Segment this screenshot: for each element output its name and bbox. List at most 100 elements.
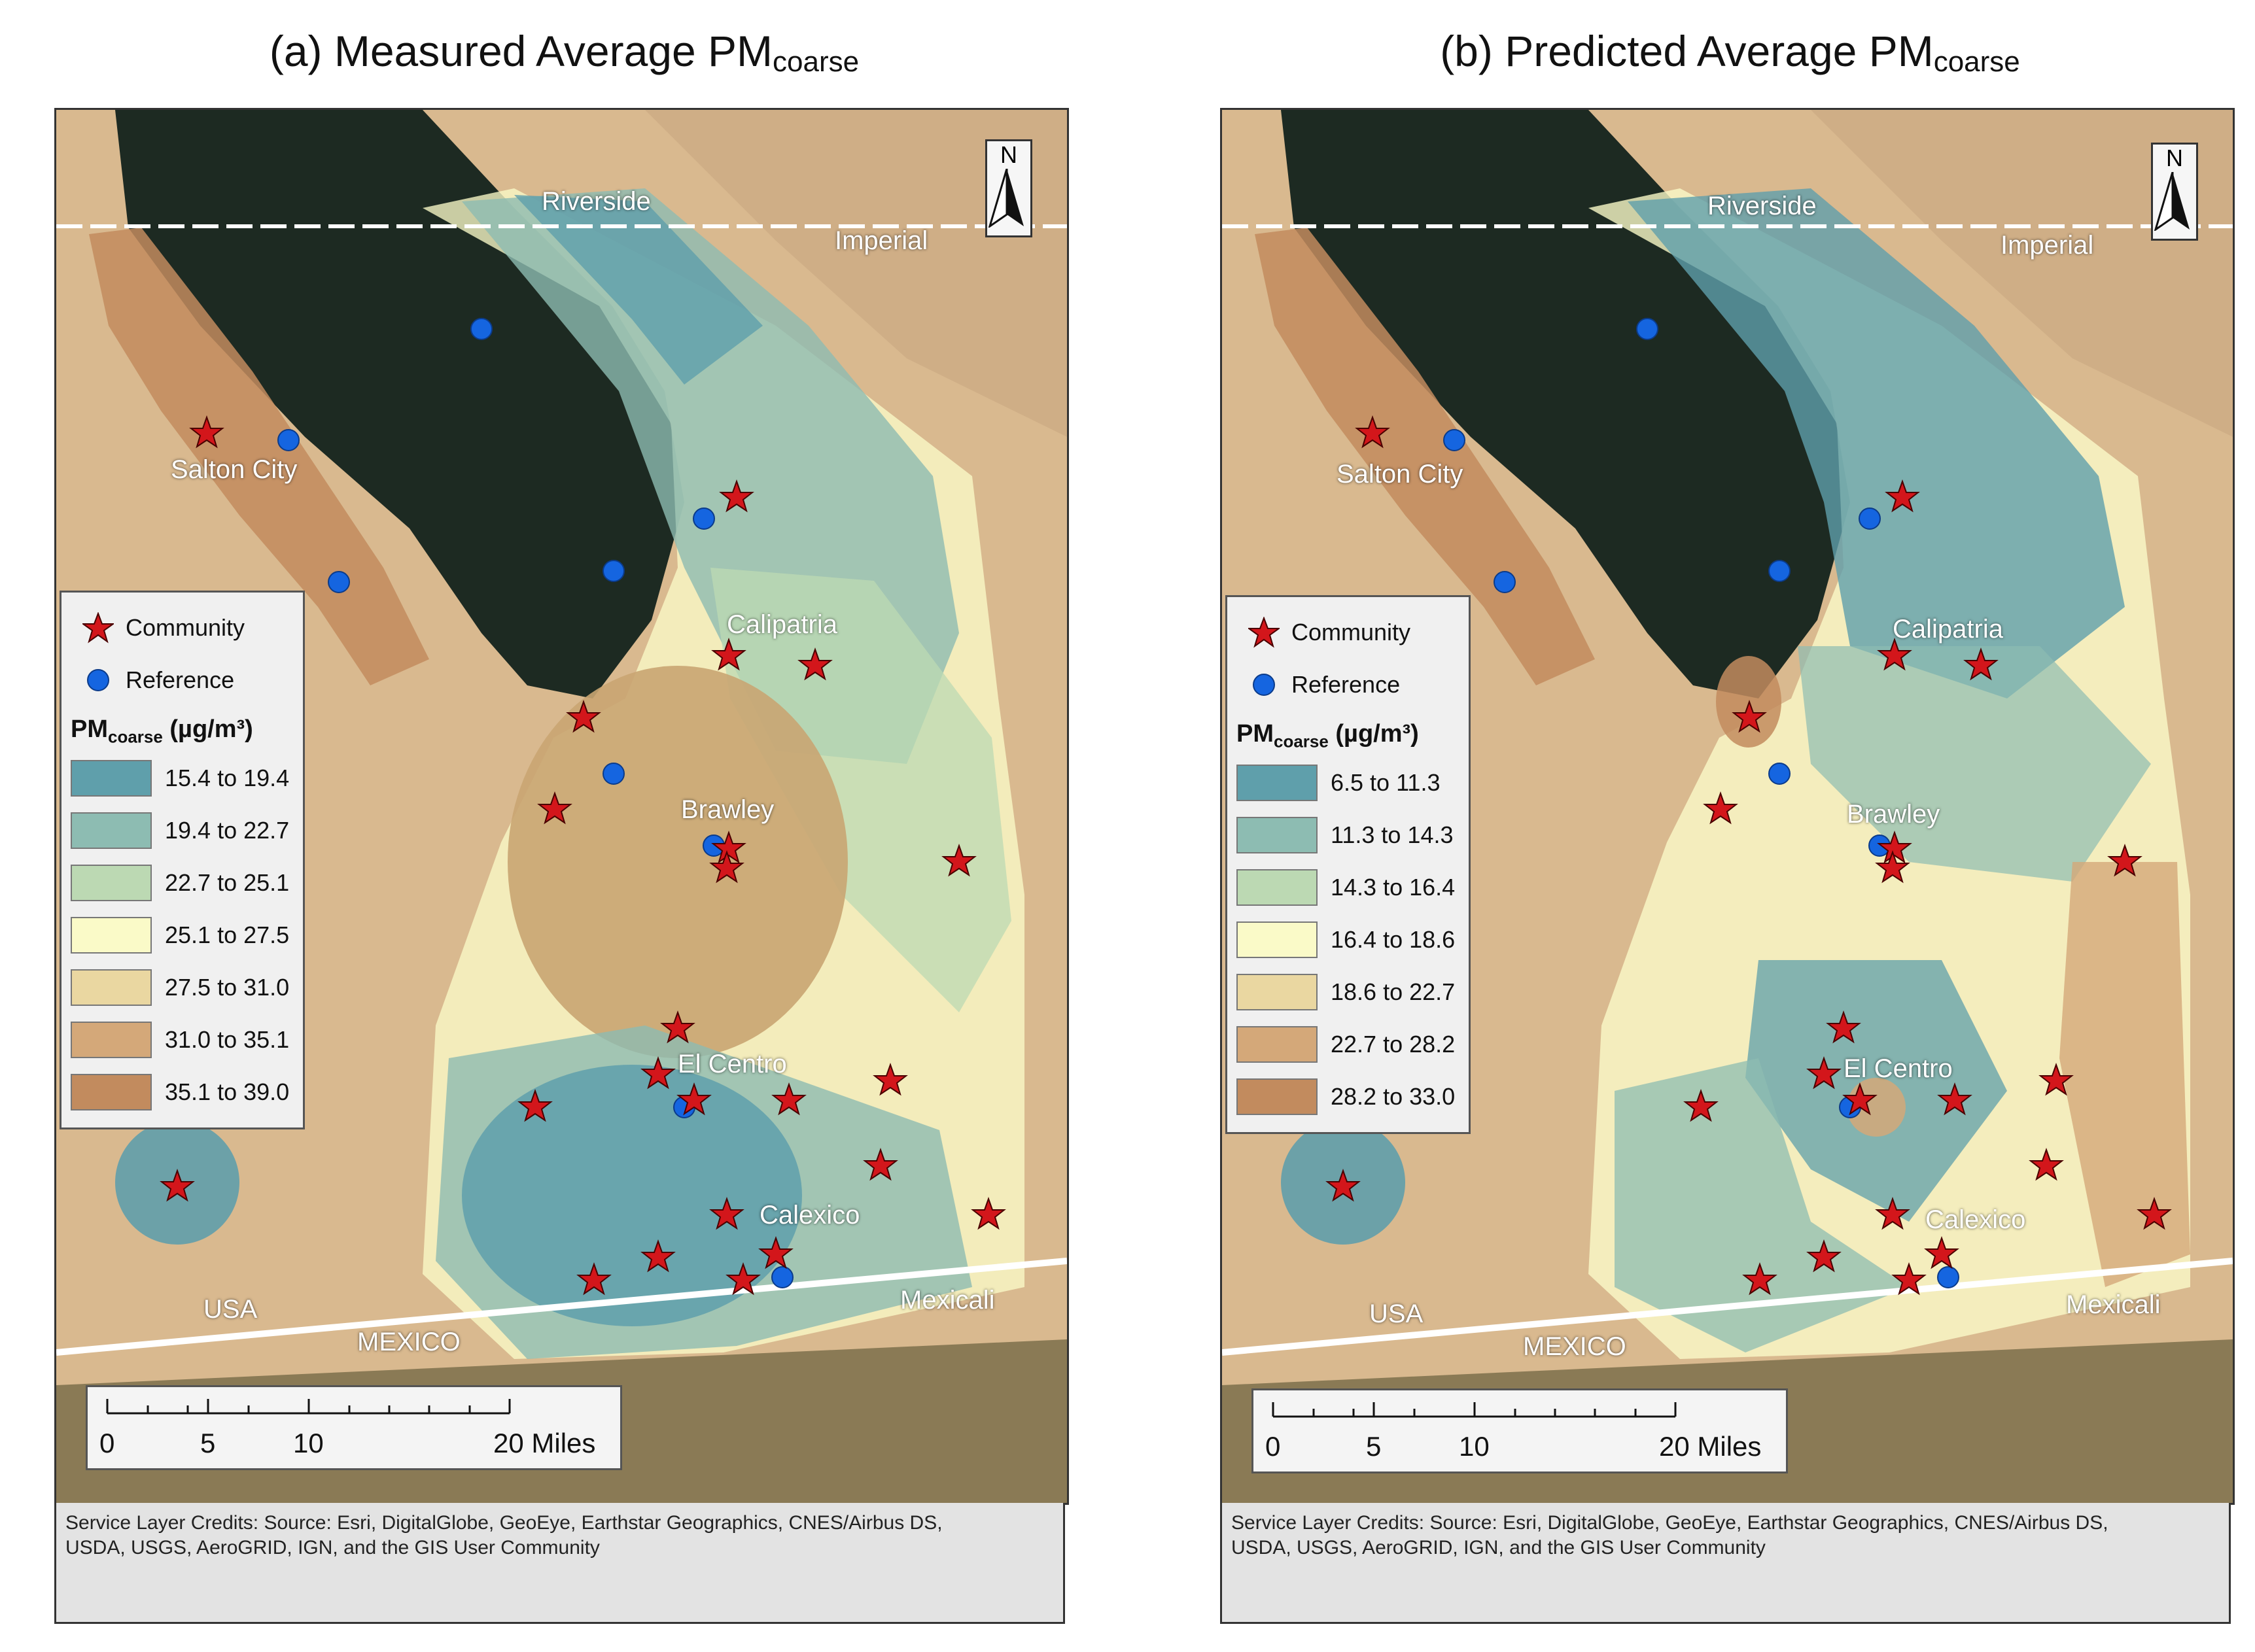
- community-site[interactable]: [971, 1196, 1006, 1230]
- scale-label-10: 10: [1459, 1431, 1490, 1462]
- legend-pm-title: PMcoarse (µg/m³): [1236, 711, 1460, 757]
- community-site[interactable]: [660, 1010, 695, 1044]
- community-site[interactable]: [1806, 1239, 1842, 1273]
- community-site[interactable]: [771, 1082, 807, 1116]
- reference-site[interactable]: [1768, 763, 1791, 785]
- community-site[interactable]: [576, 1262, 612, 1296]
- credits-b: Service Layer Credits: Source: Esri, Dig…: [1220, 1503, 2231, 1624]
- community-site[interactable]: [2038, 1062, 2074, 1096]
- scale-label-5: 5: [200, 1428, 216, 1458]
- legend-class-row: 22.7 to 28.2: [1236, 1018, 1460, 1071]
- community-site[interactable]: [189, 415, 224, 449]
- reference-site[interactable]: [277, 429, 300, 451]
- reference-site[interactable]: [1636, 318, 1658, 340]
- panel-a-title: (a) Measured Average PMcoarse: [59, 26, 1070, 92]
- community-site[interactable]: [863, 1147, 898, 1181]
- legend-community-row: Community: [71, 602, 294, 654]
- legend-community-row: Community: [1236, 606, 1460, 659]
- community-site[interactable]: [758, 1235, 794, 1269]
- zone-salton-city: [1255, 228, 1595, 685]
- reference-site[interactable]: [603, 763, 625, 785]
- legend-class-label: 28.2 to 33.0: [1331, 1083, 1456, 1110]
- community-site[interactable]: [719, 479, 754, 513]
- community-site[interactable]: [711, 830, 746, 864]
- label-mexicali: Mexicali: [900, 1286, 995, 1315]
- legend-reference-label: Reference: [126, 666, 235, 693]
- community-site[interactable]: [676, 1082, 712, 1116]
- zone-27-31-brawley: [508, 666, 848, 1058]
- community-site[interactable]: [711, 637, 746, 671]
- reference-site[interactable]: [771, 1266, 794, 1288]
- community-site[interactable]: [1875, 1196, 1910, 1230]
- community-site[interactable]: [1877, 637, 1912, 671]
- community-site[interactable]: [1703, 791, 1738, 825]
- community-site[interactable]: [1875, 850, 1910, 884]
- label-el-centro: El Centro: [1844, 1054, 1953, 1083]
- community-site[interactable]: [2137, 1196, 2172, 1230]
- community-site[interactable]: [1924, 1235, 1959, 1269]
- community-site[interactable]: [1325, 1168, 1361, 1202]
- scale-label-20: 20 Miles: [1659, 1431, 1762, 1462]
- community-site[interactable]: [1806, 1056, 1842, 1090]
- reference-site[interactable]: [1494, 571, 1516, 593]
- reference-site[interactable]: [603, 560, 625, 582]
- north-arrow: N: [2151, 143, 2198, 241]
- reference-site[interactable]: [470, 318, 493, 340]
- reference-site[interactable]: [1443, 429, 1465, 451]
- legend-swatch: [71, 969, 152, 1006]
- legend-class-row: 19.4 to 22.7: [71, 804, 294, 857]
- community-site[interactable]: [1891, 1262, 1927, 1296]
- community-site[interactable]: [1842, 1082, 1878, 1116]
- community-site[interactable]: [725, 1262, 761, 1296]
- label-salton-city: Salton City: [171, 455, 298, 484]
- community-site[interactable]: [1885, 479, 1920, 513]
- panel-a-map[interactable]: Riverside Imperial Salton City Calipatri…: [54, 108, 1069, 1505]
- community-site[interactable]: [566, 699, 601, 733]
- community-site[interactable]: [2107, 843, 2142, 877]
- community-site[interactable]: [941, 843, 977, 877]
- zone-22-25-east: [710, 568, 1011, 1012]
- community-site[interactable]: [1683, 1088, 1719, 1122]
- community-site[interactable]: [160, 1168, 195, 1202]
- legend-class-row: 16.4 to 18.6: [1236, 914, 1460, 966]
- scale-label-0: 0: [1265, 1431, 1281, 1462]
- community-site[interactable]: [709, 850, 744, 884]
- community-site[interactable]: [709, 1196, 744, 1230]
- reference-site[interactable]: [1937, 1266, 1959, 1288]
- legend-class-label: 6.5 to 11.3: [1331, 769, 1441, 796]
- community-site[interactable]: [1355, 415, 1390, 449]
- legend-class-label: 27.5 to 31.0: [165, 974, 290, 1001]
- label-imperial: Imperial: [835, 226, 928, 255]
- community-site[interactable]: [1742, 1262, 1777, 1296]
- credits-line-2: USDA, USGS, AeroGRID, IGN, and the GIS U…: [65, 1537, 600, 1558]
- panel-b-map[interactable]: Riverside Imperial Salton City Calipatri…: [1220, 108, 2235, 1505]
- community-site[interactable]: [1732, 699, 1767, 733]
- community-site[interactable]: [1877, 830, 1912, 864]
- legend-b: Community Reference PMcoarse (µg/m³) 6.5…: [1225, 595, 1471, 1134]
- community-site[interactable]: [2029, 1147, 2064, 1181]
- community-site[interactable]: [640, 1239, 676, 1273]
- community-site[interactable]: [1826, 1010, 1861, 1044]
- legend-swatch: [71, 812, 152, 849]
- star-icon: [71, 612, 126, 644]
- community-site[interactable]: [537, 791, 572, 825]
- legend-pm-sub: coarse: [108, 727, 163, 747]
- legend-swatch: [71, 917, 152, 954]
- reference-site[interactable]: [693, 508, 715, 530]
- label-calipatria: Calipatria: [1893, 615, 2003, 644]
- legend-reference-row: Reference: [1236, 659, 1460, 711]
- community-site[interactable]: [1937, 1082, 1972, 1116]
- legend-class-row: 14.3 to 16.4: [1236, 861, 1460, 914]
- community-site[interactable]: [640, 1056, 676, 1090]
- legend-pm-prefix: PM: [71, 715, 108, 743]
- reference-site[interactable]: [1768, 560, 1791, 582]
- zone-15-19-el-centro: [462, 1065, 802, 1326]
- reference-site[interactable]: [1859, 508, 1881, 530]
- reference-site[interactable]: [328, 571, 350, 593]
- community-site[interactable]: [797, 647, 833, 681]
- community-site[interactable]: [1963, 647, 1999, 681]
- legend-class-label: 31.0 to 35.1: [165, 1026, 290, 1053]
- community-site[interactable]: [873, 1062, 908, 1096]
- community-site[interactable]: [517, 1088, 553, 1122]
- legend-class-row: 28.2 to 33.0: [1236, 1071, 1460, 1123]
